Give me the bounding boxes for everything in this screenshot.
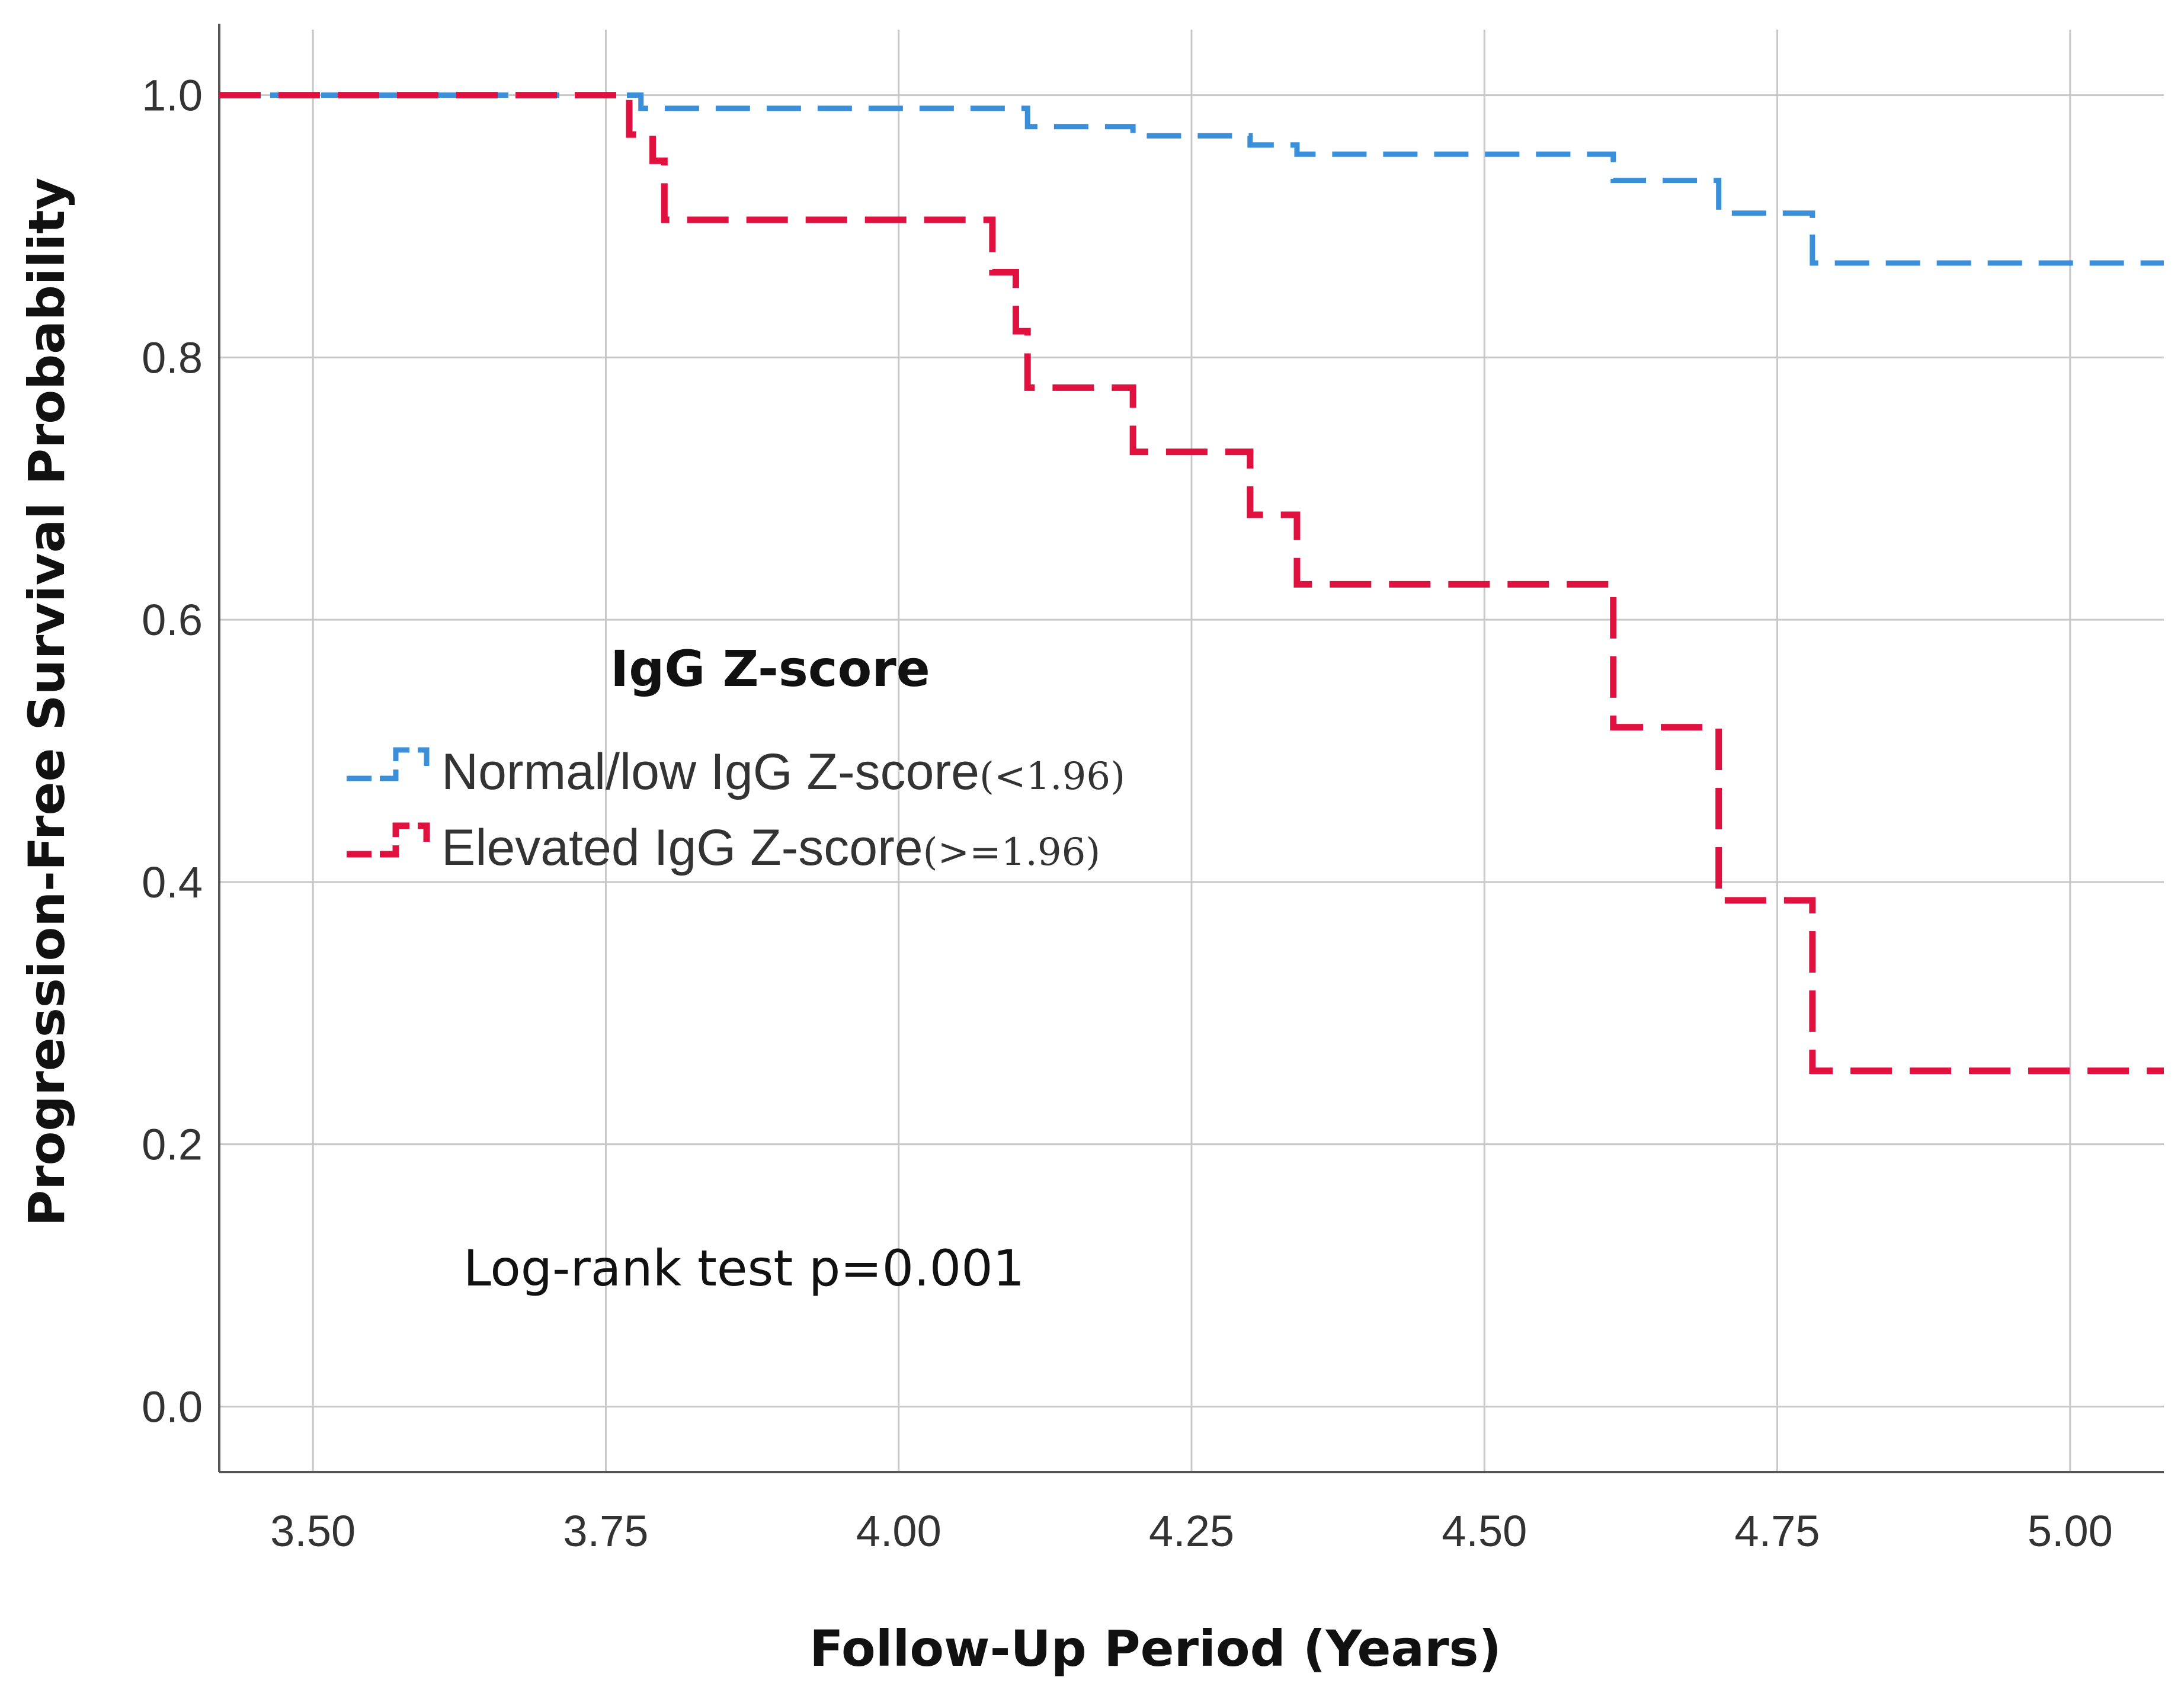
legend-label: Normal/low IgG Z-score(<1.96) — [441, 743, 1125, 800]
x-axis-title: Follow-Up Period (Years) — [809, 1620, 1501, 1678]
horizontal-gridlines — [219, 94, 2164, 1408]
legend-swatch — [347, 822, 430, 858]
y-tick-label: 0.4 — [142, 858, 203, 907]
legend-items: Normal/low IgG Z-score(<1.96) Elevated Ig… — [347, 743, 1125, 876]
x-tick-label: 3.75 — [563, 1506, 648, 1556]
legend-label-main: Normal/low IgG Z-score — [441, 743, 979, 800]
vertical-gridlines — [312, 30, 2071, 1472]
axes — [218, 24, 2164, 1473]
legend-label-threshold: (<1.96) — [979, 755, 1125, 799]
legend-label: Elevated IgG Z-score(>=1.96) — [441, 819, 1100, 876]
x-tick-label: 4.50 — [1442, 1506, 1527, 1556]
y-axis-title: Progression-Free Survival Probability — [18, 178, 76, 1227]
legend: IgG Z-score Normal/low IgG Z-score(<1.96… — [347, 640, 1125, 876]
y-tick-label: 0.0 — [142, 1382, 203, 1431]
y-tick-label: 0.2 — [142, 1120, 203, 1169]
series-layer — [219, 92, 2164, 1075]
log-rank-annotation: Log-rank test p=0.001 — [463, 1239, 1024, 1297]
x-tick-labels: 3.50 3.75 4.00 4.25 4.50 4.75 5.00 — [270, 1506, 2113, 1556]
legend-title: IgG Z-score — [610, 640, 930, 698]
legend-swatch — [347, 747, 430, 781]
legend-label-threshold: (>=1.96) — [923, 831, 1101, 874]
series-line-normal-low — [219, 92, 2164, 266]
x-tick-label: 4.75 — [1735, 1506, 1820, 1556]
series-line-elevated — [219, 92, 2164, 1075]
x-tick-label: 3.50 — [270, 1506, 356, 1556]
y-tick-label: 1.0 — [142, 71, 203, 120]
y-tick-label: 0.6 — [142, 595, 203, 645]
x-tick-label: 4.25 — [1149, 1506, 1234, 1556]
y-tick-label: 0.8 — [142, 333, 203, 382]
y-tick-labels: 0.0 0.2 0.4 0.6 0.8 1.0 — [142, 71, 203, 1432]
x-tick-label: 5.00 — [2028, 1506, 2113, 1556]
legend-label-main: Elevated IgG Z-score — [441, 819, 923, 876]
x-tick-label: 4.00 — [856, 1506, 942, 1556]
